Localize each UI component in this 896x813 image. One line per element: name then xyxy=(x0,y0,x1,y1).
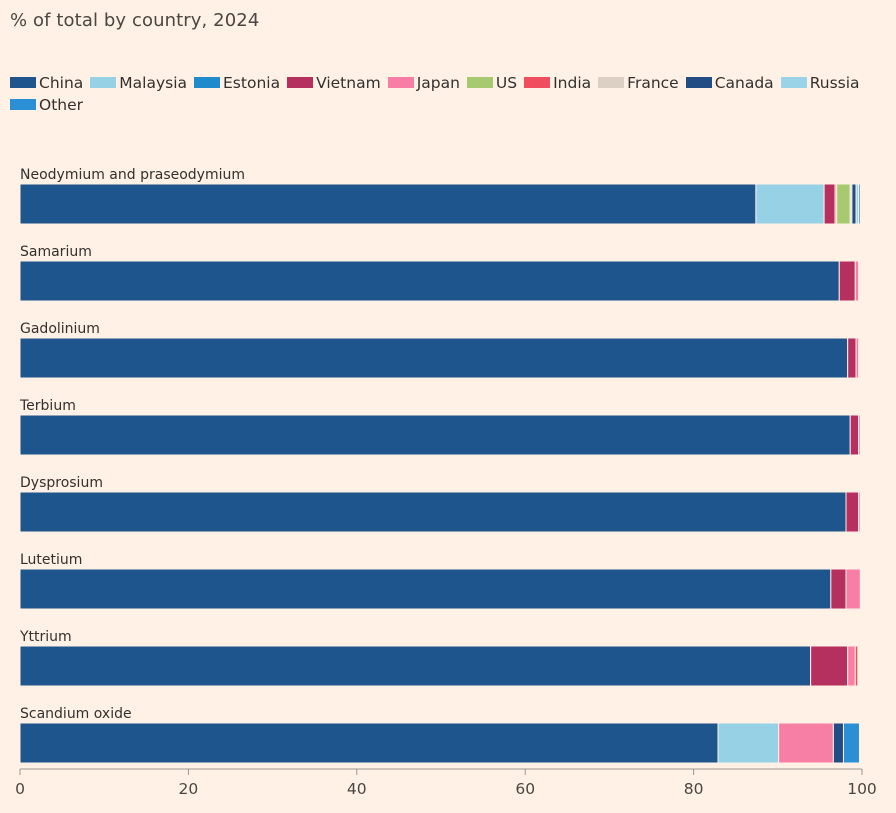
bar-segment-china xyxy=(19,722,719,764)
legend-swatch xyxy=(90,77,117,88)
legend-swatch xyxy=(387,77,414,88)
bar-segment-us xyxy=(836,183,851,225)
legend-item-other: Other xyxy=(10,94,83,116)
x-tick-label: 100 xyxy=(847,780,877,798)
legend-item-russia: Russia xyxy=(780,72,860,94)
legend-swatch xyxy=(287,77,314,88)
legend-label: Canada xyxy=(714,74,774,92)
legend-item-france: France xyxy=(598,72,679,94)
bar-segment-vietnam xyxy=(830,568,847,610)
legend-swatch xyxy=(194,77,221,88)
bar-segment-vietnam xyxy=(849,414,860,456)
legend-swatch xyxy=(685,77,712,88)
legend-label: US xyxy=(495,74,518,92)
bar-segment-other xyxy=(842,722,860,764)
bar-segment-vietnam xyxy=(810,645,849,687)
legend-swatch xyxy=(466,77,493,88)
x-tick-label: 40 xyxy=(347,780,367,798)
x-tick-label: 60 xyxy=(515,780,535,798)
category-label: Dysprosium xyxy=(20,475,103,491)
bar-segment-china xyxy=(19,183,757,225)
bar-segment-japan xyxy=(778,722,834,764)
bar-segment-japan xyxy=(847,645,856,687)
bar-segment-japan xyxy=(855,337,860,379)
bar-segment-china xyxy=(19,491,847,533)
legend-label: Other xyxy=(39,96,84,114)
legend-label: Japan xyxy=(416,74,460,92)
bar-segment-japan xyxy=(845,568,861,610)
category-label: Neodymium and praseodymium xyxy=(20,167,245,183)
chart-legend: China Malaysia Estonia Vietnam Japan US India F… xyxy=(10,72,870,116)
bar-segment-vietnam xyxy=(847,337,857,379)
bar-segment-japan xyxy=(854,260,860,302)
x-tick-label: 20 xyxy=(179,780,199,798)
bar-segment-china xyxy=(19,414,851,456)
bar-segment-india xyxy=(854,645,859,687)
legend-label: France xyxy=(627,74,679,92)
bar-segment-canada xyxy=(832,722,844,764)
legend-swatch xyxy=(524,77,551,88)
legend-swatch xyxy=(10,77,36,88)
bar-segment-malaysia xyxy=(755,183,825,225)
bar-segment-china xyxy=(19,337,849,379)
legend-item-canada: Canada xyxy=(685,72,774,94)
bar-segment-china xyxy=(19,568,832,610)
category-label: Gadolinium xyxy=(20,321,100,337)
category-label: Terbium xyxy=(19,398,76,414)
bar-segment-vietnam xyxy=(845,491,860,533)
bar-segment-other xyxy=(858,183,861,225)
legend-item-us: US xyxy=(466,72,518,94)
legend-swatch xyxy=(780,77,807,88)
legend-item-japan: Japan xyxy=(387,72,460,94)
legend-swatch xyxy=(10,99,36,110)
legend-label: India xyxy=(553,74,592,92)
legend-label: Russia xyxy=(809,74,860,92)
category-label: Yttrium xyxy=(19,629,72,645)
x-tick-label: 0 xyxy=(15,780,25,798)
bar-segment-japan xyxy=(858,491,861,533)
bar-segment-china xyxy=(19,260,840,302)
legend-label: Malaysia xyxy=(119,74,188,92)
legend-label: Estonia xyxy=(223,74,281,92)
category-label: Samarium xyxy=(20,244,92,260)
bar-segment-vietnam xyxy=(838,260,856,302)
legend-item-malaysia: Malaysia xyxy=(90,72,187,94)
legend-item-india: India xyxy=(524,72,591,94)
bar-segment-canada xyxy=(851,183,857,225)
legend-swatch xyxy=(598,77,625,88)
legend-label: China xyxy=(39,74,84,92)
chart-subtitle: % of total by country, 2024 xyxy=(10,10,260,31)
legend-label: Vietnam xyxy=(316,74,381,92)
legend-item-estonia: Estonia xyxy=(194,72,280,94)
bar-segment-japan xyxy=(858,414,861,456)
legend-item-vietnam: Vietnam xyxy=(287,72,381,94)
bar-segment-malaysia xyxy=(717,722,780,764)
x-tick-label: 80 xyxy=(684,780,704,798)
bar-segment-china xyxy=(19,645,812,687)
category-label: Lutetium xyxy=(20,552,82,568)
bar-segment-vietnam xyxy=(823,183,836,225)
legend-item-china: China xyxy=(10,72,83,94)
category-label: Scandium oxide xyxy=(20,706,132,722)
